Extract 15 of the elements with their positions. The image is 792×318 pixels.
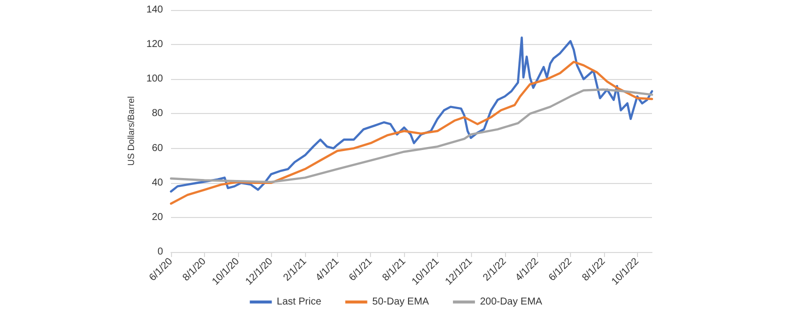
y-tick-label: 100 bbox=[146, 74, 164, 85]
y-axis-title: US Dollars/Barrel bbox=[126, 96, 136, 166]
line-series bbox=[170, 60, 654, 205]
y-tick-label: 0 bbox=[157, 246, 164, 258]
legend-label: Last Price bbox=[276, 296, 322, 308]
legend-label: 200-Day EMA bbox=[480, 296, 543, 308]
y-tick-label: 40 bbox=[152, 177, 164, 188]
y-tick-label: 120 bbox=[146, 39, 164, 50]
y-tick-label: 140 bbox=[146, 4, 164, 16]
line-series bbox=[170, 36, 654, 193]
legend-label: 50-Day EMA bbox=[372, 296, 430, 308]
line-series bbox=[170, 88, 654, 184]
y-tick-label: 80 bbox=[152, 108, 164, 120]
y-tick-label: 60 bbox=[152, 142, 164, 154]
y-tick-label: 20 bbox=[152, 212, 164, 223]
